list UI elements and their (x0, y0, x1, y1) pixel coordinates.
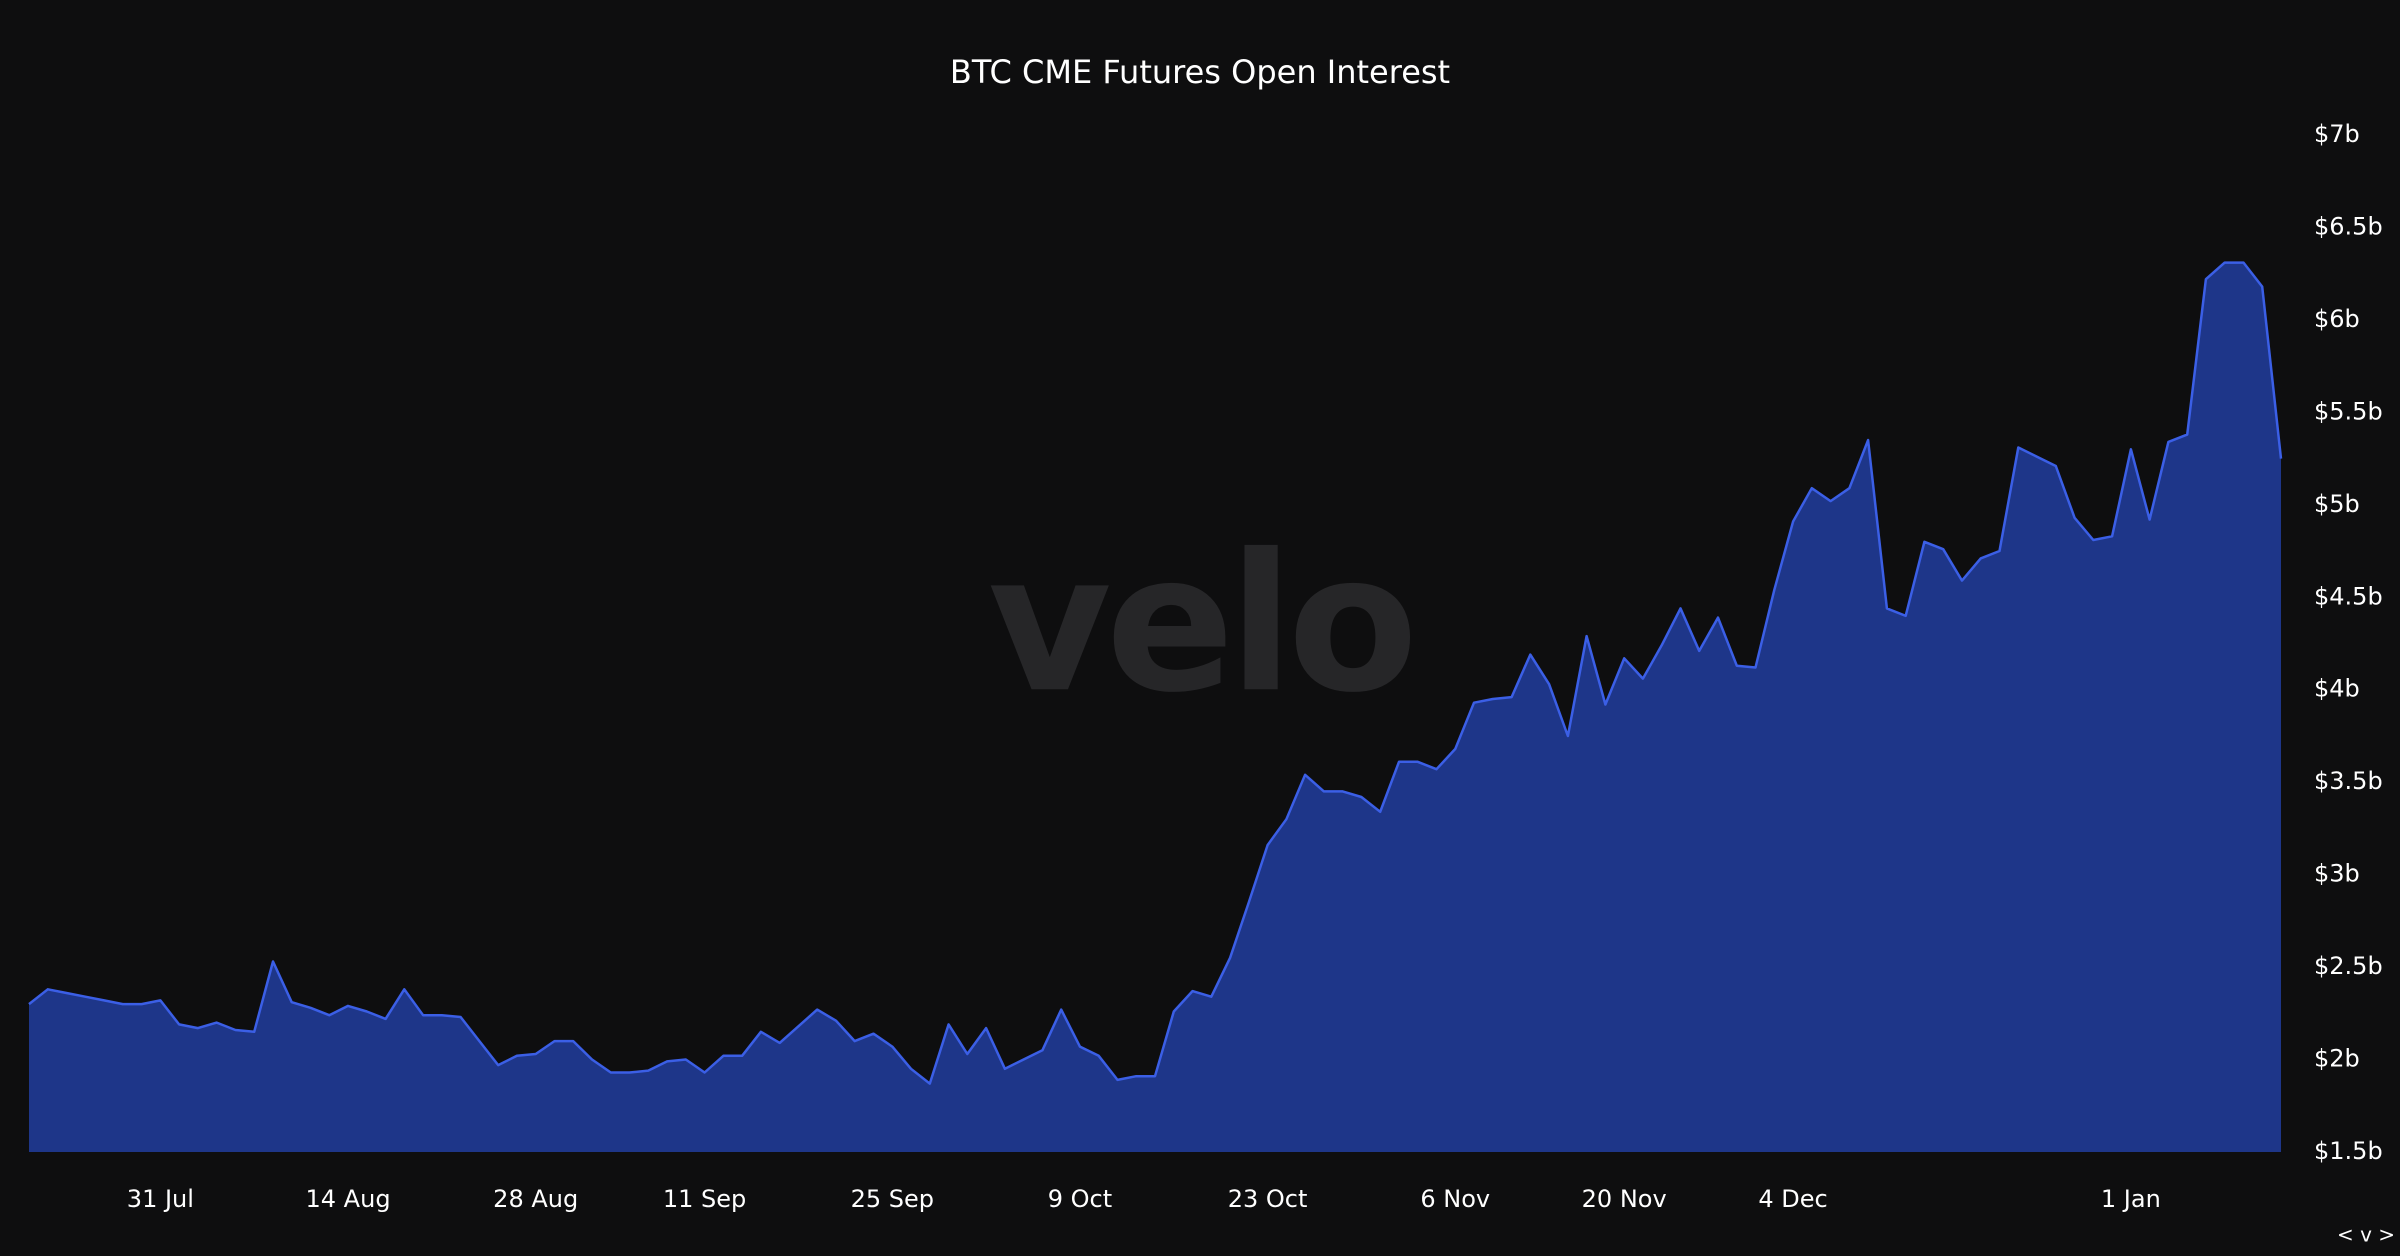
x-tick-label: 20 Nov (1582, 1185, 1667, 1213)
x-tick-label: 14 Aug (306, 1185, 391, 1213)
x-tick-label: 6 Nov (1420, 1185, 1490, 1213)
nav-controls[interactable]: < v > (2337, 1223, 2395, 1247)
x-tick-label: 1 Jan (2101, 1185, 2161, 1213)
area-line (28, 261, 2283, 1085)
y-tick-label: $7b (2314, 120, 2360, 148)
y-tick-label: $5.5b (2314, 397, 2383, 425)
y-tick-label: $3.5b (2314, 767, 2383, 795)
y-tick-label: $2.5b (2314, 952, 2383, 980)
y-tick-label: $1.5b (2314, 1137, 2383, 1165)
x-tick-label: 4 Dec (1758, 1185, 1827, 1213)
x-tick-label: 25 Sep (851, 1185, 934, 1213)
y-tick-label: $4b (2314, 675, 2360, 703)
area (29, 262, 2281, 1153)
y-tick-label: $5b (2314, 490, 2360, 518)
x-tick-label: 11 Sep (663, 1185, 746, 1213)
x-tick-label: 23 Oct (1228, 1185, 1308, 1213)
x-tick-label: 31 Jul (127, 1185, 194, 1213)
y-tick-label: $2b (2314, 1045, 2360, 1073)
y-tick-label: $3b (2314, 860, 2360, 888)
chart-title: BTC CME Futures Open Interest (950, 53, 1450, 91)
y-tick-label: $6.5b (2314, 212, 2383, 240)
x-tick-label: 9 Oct (1048, 1185, 1112, 1213)
watermark: velo (988, 513, 1412, 734)
y-tick-label: $6b (2314, 305, 2360, 333)
y-tick-label: $4.5b (2314, 582, 2383, 610)
x-tick-label: 28 Aug (493, 1185, 578, 1213)
